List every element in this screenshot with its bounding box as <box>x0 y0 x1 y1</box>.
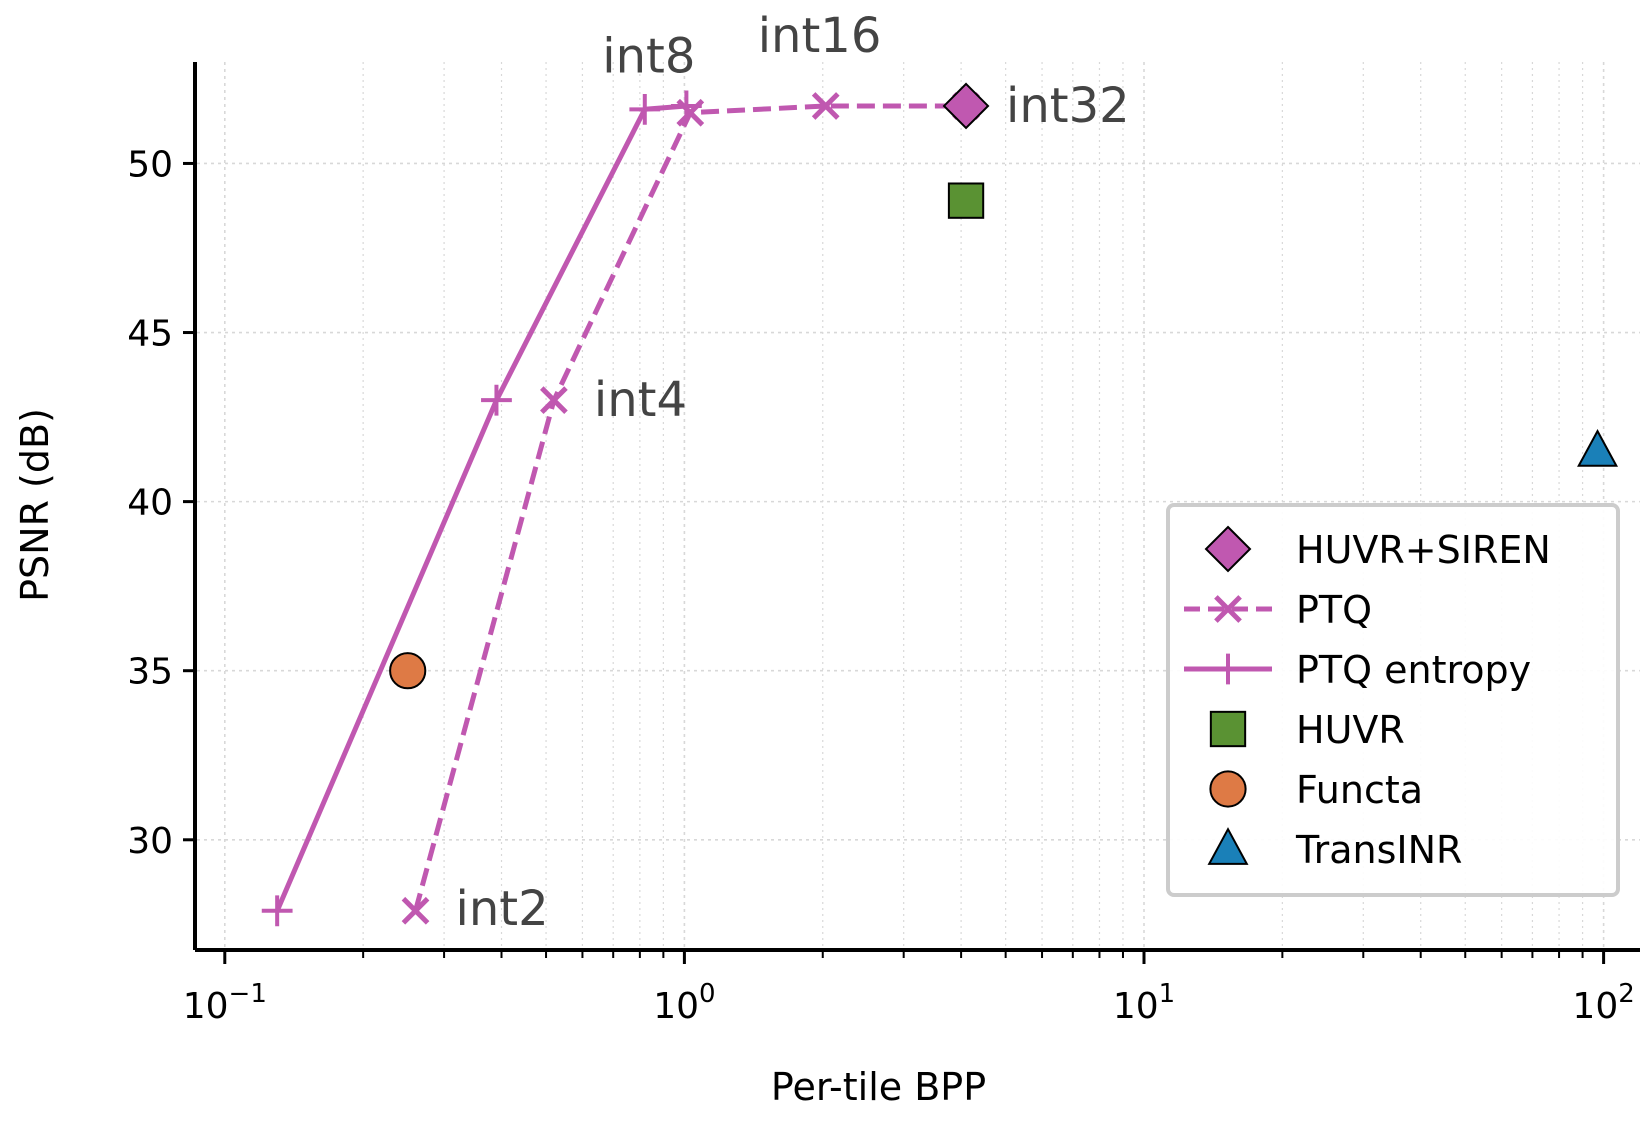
point-transinr <box>1577 428 1619 467</box>
legend-label: Functa <box>1296 768 1423 812</box>
point-huvr-siren <box>942 82 990 130</box>
legend-label: PTQ <box>1296 588 1372 632</box>
legend-marker <box>1204 525 1252 573</box>
x-tick-label: 10−1 <box>183 979 267 1027</box>
legend-label: TransINR <box>1295 828 1462 872</box>
legend-box <box>1166 503 1620 897</box>
point-ptq-entropy <box>481 384 512 416</box>
series-line-ptq-entropy <box>274 103 687 912</box>
legend-label: HUVR <box>1296 708 1405 752</box>
annotation-label: int2 <box>456 881 549 937</box>
point-ptq <box>540 386 568 415</box>
legend-label: HUVR+SIREN <box>1296 528 1551 572</box>
legend-marker <box>1212 653 1244 685</box>
x-tick-label: 102 <box>1572 979 1634 1027</box>
point-ptq <box>401 896 430 925</box>
y-tick-label: 30 <box>127 821 173 862</box>
x-tick-label: 100 <box>653 979 715 1027</box>
annotation-label: int16 <box>758 8 882 64</box>
series-line-ptq <box>413 103 966 912</box>
annotation-label: int4 <box>594 372 687 428</box>
axes-layer: 30 35 40 45 50 10−1 100 101 102 Per-tile BPP PSNR … <box>13 62 1640 1109</box>
point-ptq-entropy <box>629 93 661 125</box>
point-ptq-entropy <box>261 895 293 927</box>
annotation-layer: int2 int4 int8 int16 int32 <box>456 8 1130 937</box>
y-tick-label: 50 <box>127 144 173 185</box>
point-ptq-entropy <box>670 90 702 122</box>
legend: HUVR+SIREN PTQ PTQ entropy HUVR Functa TransI… <box>1166 503 1620 897</box>
legend-label: PTQ entropy <box>1296 648 1531 692</box>
point-functa <box>389 652 427 690</box>
legend-marker <box>1214 595 1242 623</box>
y-tick-label: 40 <box>127 483 173 524</box>
x-axis-title: Per-tile BPP <box>771 1065 986 1109</box>
legend-marker <box>1207 827 1249 865</box>
marker-layer <box>389 82 1619 690</box>
x-tick-label: 101 <box>1113 979 1175 1027</box>
y-tick-label: 35 <box>127 652 173 693</box>
y-tick-label: 45 <box>127 314 173 355</box>
point-huvr <box>947 182 985 219</box>
legend-marker <box>1209 710 1247 748</box>
y-axis-title: PSNR (dB) <box>13 408 57 602</box>
annotation-label: int32 <box>1006 78 1130 134</box>
series-layer <box>261 90 980 927</box>
legend-marker <box>1209 770 1247 808</box>
annotation-label: int8 <box>602 29 695 85</box>
point-ptq <box>811 92 840 120</box>
